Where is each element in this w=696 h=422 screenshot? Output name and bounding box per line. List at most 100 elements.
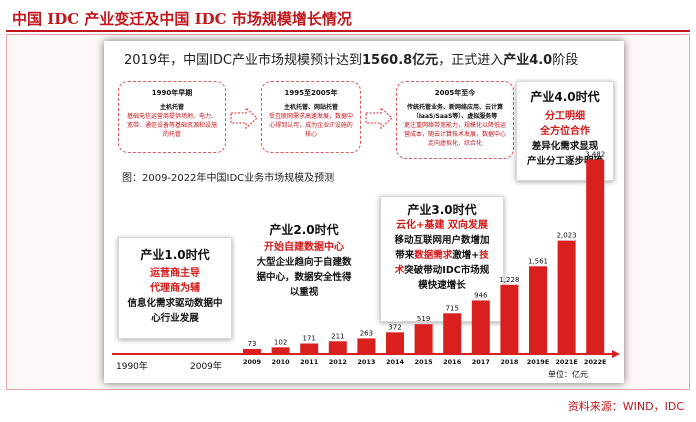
bar-chart: 73 2009 102 2010 171 2011 211 2012 263 2013 372 201… — [112, 151, 620, 366]
unit-label: 单位：亿元 — [548, 370, 588, 379]
stage-desc-2: 受互联网需求高速发展，数据中心得到认可，成为企业IT设施的核心 — [268, 113, 353, 138]
arrow-icon — [230, 107, 258, 129]
era-3-line-2b: 数据需求 — [414, 250, 453, 261]
data-label-2014: 372 — [388, 323, 401, 331]
page-title: 中国 IDC 产业变迁及中国 IDC 市场规模增长情况 — [12, 10, 352, 28]
data-label-2021E: 2,023 — [557, 232, 577, 240]
tick-label-2009: 2009 — [243, 358, 262, 366]
era-2-desc-2: 据中心，数据安全性得 — [256, 272, 352, 283]
source-note: 资料来源：WIND，IDC — [567, 400, 684, 413]
data-label-2011: 171 — [303, 335, 316, 343]
stage-text-1: 主机托管基础电信运营商提供场地、电力、宽带、通信设备等基础资源和设施的托管 — [119, 103, 225, 139]
era-4-desc-2: 产业分工逐步明确 — [526, 156, 603, 167]
arrow-icon — [365, 107, 393, 129]
era-2-block: 产业2.0时代 开始自建数据中心 大型企业趋向于自建数 据中心，数据安全性得 以… — [242, 221, 366, 300]
era-3-name: 产业3.0时代 — [407, 203, 477, 217]
data-label-2017: 946 — [474, 291, 488, 299]
data-label-2010: 102 — [274, 338, 287, 346]
era-4-tag-2: 全方位合作 — [540, 126, 590, 137]
era-1-desc-1: 信息化需求驱动数据中 — [127, 298, 223, 309]
figure-caption: 图：2009-2022年中国IDC业务市场规模及预测 — [122, 173, 335, 184]
era-3-line-2c: 激增+ — [452, 250, 480, 261]
era-1-tag-2: 代理商为辅 — [150, 283, 200, 294]
tick-label-2018: 2018 — [500, 358, 519, 366]
era-1-box: 产业1.0时代 运营商主导 代理商为辅 信息化需求驱动数据中 心行业发展 — [118, 237, 232, 339]
stage-label-2: 主机托管、网站托管 — [283, 104, 338, 111]
infographic-card: 2019年，中国IDC产业市场规模预计达到1560.8亿元，正式进入产业4.0阶… — [104, 41, 624, 383]
era-3-line-3: 术突破带动IDC市场规 — [381, 263, 503, 278]
headline-phase: 产业4.0 — [503, 53, 553, 68]
era-1-desc-2: 心行业发展 — [151, 313, 199, 324]
axis-year-end: 2009年 — [190, 362, 222, 372]
headline-suffix: 阶段 — [552, 53, 579, 68]
stage-period-2: 1995至2005年 — [284, 89, 338, 97]
data-label-2009: 73 — [248, 340, 257, 348]
tick-label-2019E: 2019E — [527, 358, 550, 366]
title-bar: 中国 IDC 产业变迁及中国 IDC 市场规模增长情况 — [6, 3, 690, 31]
tick-label-2015: 2015 — [415, 358, 434, 366]
bar-2015 — [414, 324, 433, 353]
era-3-tag: 云化+基建 双向发展 — [396, 220, 488, 231]
stage-box-1: 1990年早期 主机托管基础电信运营商提供场地、电力、宽带、通信设备等基础资源和… — [118, 81, 226, 153]
tick-label-2011: 2011 — [300, 358, 319, 366]
bar-2011 — [300, 343, 319, 353]
era-1-name: 产业1.0时代 — [140, 248, 210, 262]
axis-year-start: 1990年 — [116, 362, 148, 372]
headline-middle: ，正式进入 — [438, 53, 504, 68]
era-3-line-3a: 术 — [394, 265, 405, 276]
timeline-arrow-icon — [612, 350, 620, 358]
data-label-2022E: 3,482 — [585, 151, 605, 159]
data-label-2018: 1,228 — [499, 276, 519, 284]
title-rule — [6, 30, 690, 32]
bar-2012 — [328, 341, 347, 353]
era-3-box: 产业3.0时代 云化+基建 双向发展 移动互联网用户数增加 带来数据需求激增+技… — [380, 196, 504, 322]
bar-2016 — [443, 313, 462, 353]
era-3-line-4: 模快速增长 — [418, 280, 466, 291]
data-label-2016: 715 — [446, 304, 459, 312]
era-4-desc-1: 差异化需求显现 — [531, 141, 599, 152]
stage-label-3: 传统托管业务、新网络应用、云计算（IaaS/SaaS等）、虚拟服务等 — [406, 104, 503, 120]
data-label-2019E: 1,561 — [528, 257, 548, 265]
data-label-2013: 263 — [360, 329, 373, 337]
tick-label-2016: 2016 — [443, 358, 462, 366]
era-3-line-2: 带来数据需求激增+技 — [381, 248, 503, 263]
stage-box-2: 1995至2005年 主机托管、网站托管受互联网需求高速发展，数据中心得到认可，… — [261, 81, 361, 153]
bar-2017 — [471, 300, 490, 353]
era-2-tag: 开始自建数据中心 — [264, 242, 344, 253]
headline-prefix: 2019年，中国IDC产业市场规模预计达到 — [124, 53, 363, 68]
stage-period-1: 1990年早期 — [151, 89, 193, 97]
bar-2013 — [357, 338, 376, 353]
data-label-2012: 211 — [331, 332, 344, 340]
bar-2018 — [500, 284, 519, 353]
era-2-name: 产业2.0时代 — [269, 223, 339, 237]
era-3-line-1: 移动互联网用户数增加 — [394, 235, 490, 246]
data-label-2015: 519 — [417, 315, 430, 323]
tick-label-2014: 2014 — [386, 358, 405, 366]
era-2-desc-1: 大型企业趋向于自建数 — [256, 257, 352, 268]
stage-desc-1: 基础电信运营商提供场地、电力、宽带、通信设备等基础资源和设施的托管 — [126, 113, 217, 138]
bar-2019E — [529, 266, 547, 353]
headline: 2019年，中国IDC产业市场规模预计达到1560.8亿元，正式进入产业4.0阶… — [124, 49, 578, 68]
era-2-desc-3: 以重视 — [289, 287, 319, 298]
bar-2010 — [271, 347, 290, 353]
era-3-line-2d: 技 — [479, 250, 489, 261]
bar-2009 — [243, 348, 261, 353]
headline-value: 1560.8亿元 — [362, 53, 439, 68]
tick-label-2012: 2012 — [329, 358, 347, 366]
era-3-line-3b: 突破带动IDC市场规 — [404, 265, 490, 276]
stage-desc-3: 更注重网络带宽能力，规模化以降低运营成本，随云计算技术发展，数据中心走向虚拟化、… — [403, 122, 506, 147]
figure-frame: 2019年，中国IDC产业市场规模预计达到1560.8亿元，正式进入产业4.0阶… — [6, 34, 690, 390]
stage-label-1: 主机托管 — [159, 104, 184, 111]
stage-text-3: 传统托管业务、新网络应用、云计算（IaaS/SaaS等）、虚拟服务等更注重网络带… — [397, 103, 513, 148]
tick-label-2022E: 2022E — [584, 358, 607, 366]
era-1-tag-1: 运营商主导 — [150, 268, 200, 279]
bar-2022E — [586, 159, 605, 353]
bar-2021E — [557, 240, 576, 353]
era-3-line-2a: 带来 — [395, 250, 415, 261]
tick-label-2013: 2013 — [357, 358, 375, 366]
tick-label-2010: 2010 — [272, 358, 291, 366]
stage-period-3: 2005年至今 — [434, 89, 476, 97]
stage-box-3: 2005年至今 传统托管业务、新网络应用、云计算（IaaS/SaaS等）、虚拟服… — [396, 81, 514, 159]
bar-2014 — [386, 332, 404, 353]
